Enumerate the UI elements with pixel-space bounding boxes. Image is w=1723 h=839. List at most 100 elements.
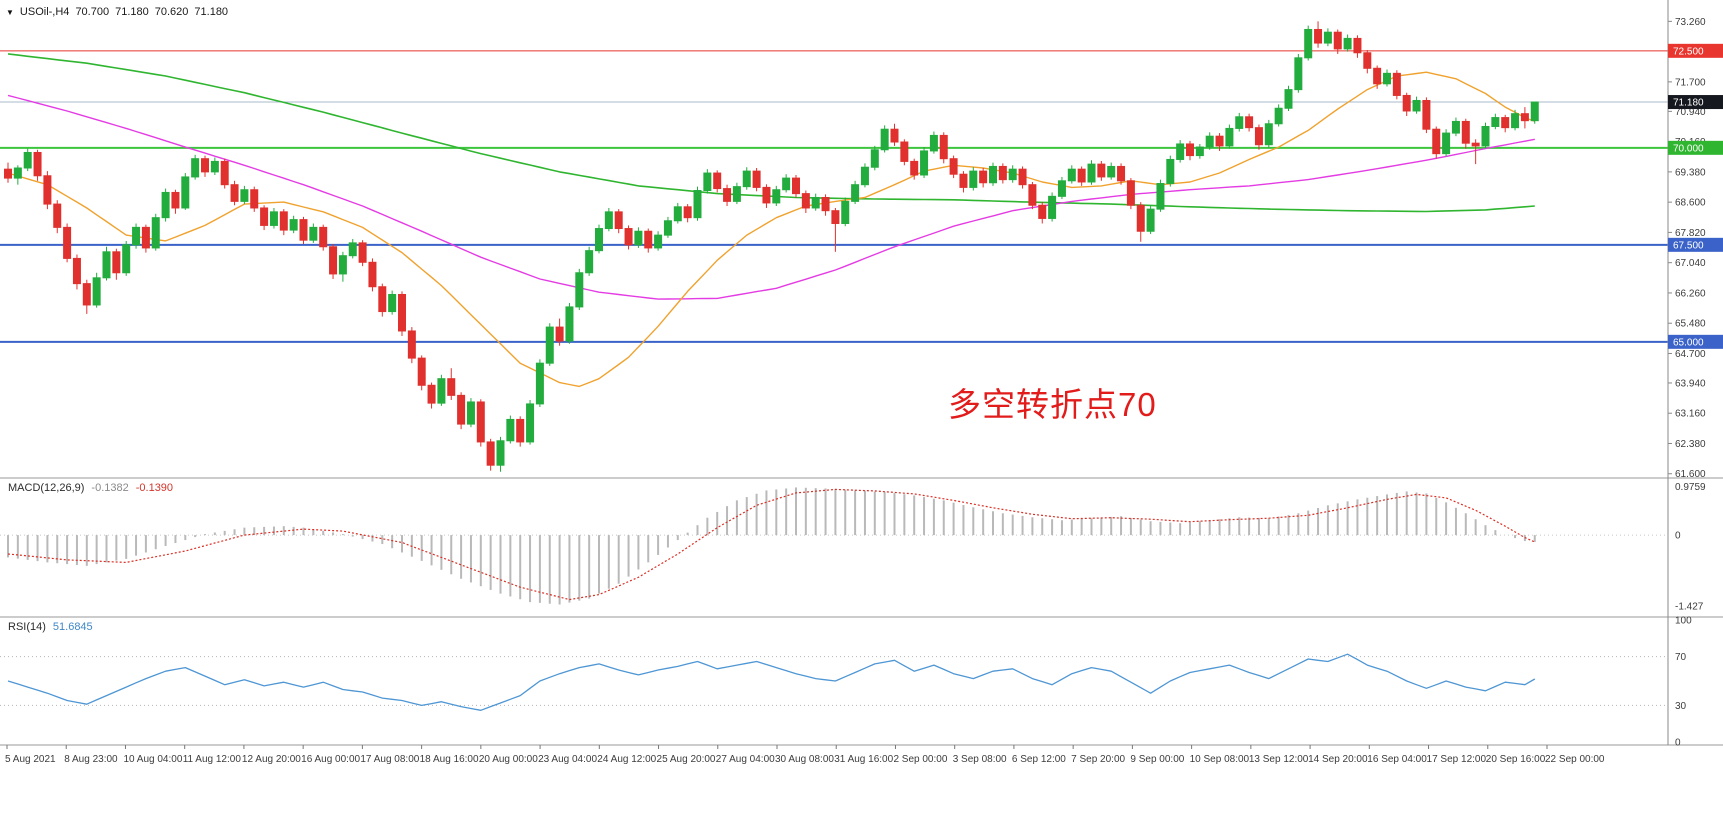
svg-text:11 Aug 12:00: 11 Aug 12:00 (183, 754, 242, 765)
slow-ma-green-line (7, 53, 1535, 213)
svg-text:72.500: 72.500 (1673, 46, 1704, 57)
candle (998, 163, 1007, 184)
svg-text:24 Aug 12:00: 24 Aug 12:00 (597, 754, 656, 765)
candle (132, 223, 141, 249)
candle (141, 224, 150, 253)
macd-signal-value: -0.1390 (135, 482, 174, 494)
horizontal-levels-layer (0, 50, 1668, 343)
svg-text:63.940: 63.940 (1675, 378, 1706, 389)
chart-annotation: 多空转折点70 (948, 386, 1157, 423)
candle (1028, 181, 1037, 210)
svg-text:0.9759: 0.9759 (1675, 482, 1706, 493)
candle (920, 147, 929, 179)
candle (1077, 166, 1086, 186)
candle (358, 240, 367, 267)
candle (703, 169, 712, 194)
svg-text:16 Sep 04:00: 16 Sep 04:00 (1367, 754, 1427, 765)
svg-text:17 Sep 12:00: 17 Sep 12:00 (1427, 754, 1487, 765)
candle (1383, 69, 1391, 87)
candle (545, 323, 554, 366)
candle (644, 228, 653, 253)
candle (1314, 21, 1323, 48)
candle (417, 355, 426, 391)
candle (890, 123, 899, 146)
candle (1038, 202, 1047, 224)
svg-text:18 Aug 16:00: 18 Aug 16:00 (420, 754, 479, 765)
candle (673, 202, 682, 224)
svg-text:30: 30 (1675, 701, 1687, 712)
candle (1471, 139, 1480, 165)
candle (1215, 133, 1224, 151)
candle (181, 173, 190, 210)
candle (870, 145, 879, 171)
svg-text:71.700: 71.700 (1675, 77, 1706, 88)
svg-text:66.260: 66.260 (1675, 288, 1706, 299)
candle (900, 139, 909, 166)
candle (1087, 160, 1096, 185)
svg-text:20 Sep 16:00: 20 Sep 16:00 (1486, 754, 1546, 765)
svg-text:20 Aug 00:00: 20 Aug 00:00 (479, 754, 538, 765)
svg-text:27 Aug 04:00: 27 Aug 04:00 (716, 754, 775, 765)
candle (161, 188, 170, 222)
candle (1461, 118, 1470, 149)
symbol-info[interactable]: ▼ USOil-,H4 70.700 71.180 70.620 71.180 (6, 6, 228, 18)
candle (1274, 104, 1283, 127)
candle (1107, 162, 1116, 180)
candle (614, 209, 623, 234)
candle (447, 368, 456, 401)
candle (634, 227, 643, 248)
candle (585, 246, 594, 276)
svg-text:61.600: 61.600 (1675, 469, 1706, 480)
svg-text:6 Sep 12:00: 6 Sep 12:00 (1012, 754, 1066, 765)
candle (1323, 28, 1332, 47)
candle (388, 290, 397, 315)
svg-text:25 Aug 20:00: 25 Aug 20:00 (657, 754, 716, 765)
candle (23, 148, 32, 172)
svg-text:70.940: 70.940 (1675, 107, 1706, 118)
svg-text:73.260: 73.260 (1675, 17, 1706, 28)
candle (1530, 101, 1539, 124)
candle (220, 158, 229, 189)
candle (1511, 109, 1520, 131)
candle (476, 399, 485, 447)
rsi-value: 51.6845 (52, 621, 93, 633)
svg-text:7 Sep 20:00: 7 Sep 20:00 (1071, 754, 1125, 765)
candle (811, 193, 820, 211)
candle (240, 185, 249, 205)
time-axis[interactable]: 5 Aug 2021 8 Aug 23:00 10 Aug 04:00 11 Aug … (5, 745, 1605, 765)
svg-text:16 Aug 00:00: 16 Aug 00:00 (301, 754, 360, 765)
fast-ma-orange-line (7, 71, 1536, 388)
candle (1363, 50, 1372, 74)
candle (1136, 202, 1145, 242)
collapse-triangle-icon[interactable]: ▼ (6, 7, 14, 17)
candle (269, 207, 278, 229)
candle (1412, 96, 1421, 114)
candle (693, 186, 702, 221)
candle (851, 180, 860, 205)
price-axis[interactable]: 73.26072.48071.70070.94070.16069.38068.6… (1668, 17, 1723, 749)
candle (782, 174, 791, 193)
rsi-line (7, 653, 1536, 711)
candle (43, 171, 52, 210)
candle (496, 436, 505, 472)
svg-text:67.040: 67.040 (1675, 258, 1706, 269)
candle (841, 197, 850, 227)
candle (949, 155, 958, 179)
candle (1146, 205, 1155, 234)
candle (1225, 124, 1234, 149)
macd-name: MACD(12,26,9) (8, 482, 85, 494)
candle (1235, 112, 1244, 132)
svg-text:64.700: 64.700 (1675, 349, 1706, 360)
candle (1126, 178, 1135, 210)
svg-text:12 Aug 20:00: 12 Aug 20:00 (242, 754, 301, 765)
svg-text:5 Aug 2021: 5 Aug 2021 (5, 754, 56, 765)
svg-text:63.160: 63.160 (1675, 409, 1706, 420)
svg-text:71.180: 71.180 (1673, 98, 1704, 109)
svg-text:62.380: 62.380 (1675, 439, 1706, 450)
candle (398, 291, 406, 337)
candle (989, 162, 997, 186)
symbol-timeframe-label: USOil-,H4 (19, 6, 70, 18)
candle (1186, 140, 1194, 161)
candle (792, 174, 800, 198)
